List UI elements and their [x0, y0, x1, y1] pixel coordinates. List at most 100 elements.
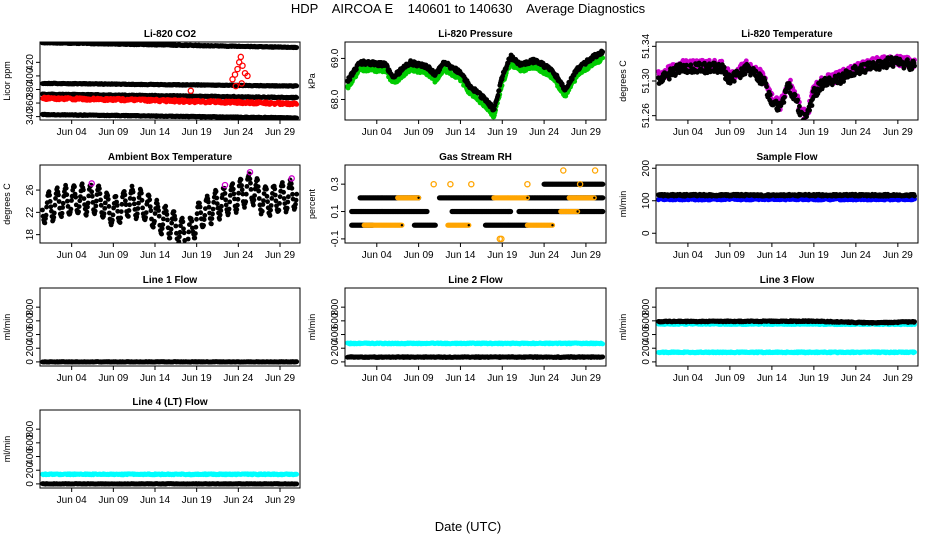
data-point [206, 204, 212, 210]
x-tick-label: Jun 09 [98, 127, 128, 138]
data-point [122, 192, 128, 198]
data-point [261, 198, 266, 204]
data-point [48, 204, 54, 210]
data-point [424, 208, 430, 215]
series-reference [656, 55, 917, 125]
data-point [238, 177, 244, 183]
data-point [81, 196, 87, 202]
data-point [152, 211, 158, 216]
data-point [51, 214, 57, 220]
data-point [809, 103, 815, 108]
data-point [210, 206, 216, 212]
plot-frame [344, 41, 607, 121]
data-point [795, 97, 800, 103]
data-point [105, 196, 111, 202]
data-point [234, 65, 241, 73]
data-point [85, 204, 90, 210]
series-reference-low [40, 111, 300, 120]
data-point [272, 192, 278, 198]
data-point [161, 216, 166, 222]
data-point [716, 61, 722, 67]
data-point [186, 229, 192, 235]
data-point [156, 208, 162, 213]
data-point [764, 84, 769, 90]
series-temperature [40, 171, 300, 243]
data-point [731, 78, 737, 84]
data-point [802, 119, 804, 120]
data-point [72, 184, 77, 190]
data-point [105, 193, 111, 199]
data-point [269, 196, 275, 201]
data-point [174, 230, 179, 236]
data-point [243, 199, 249, 205]
data-point [181, 230, 187, 236]
data-point [73, 194, 79, 200]
x-tick-label: Jun 29 [265, 127, 295, 138]
data-point [803, 120, 808, 125]
panel-title: Li-820 CO2 [144, 29, 197, 40]
panel-title: Ambient Box Temperature [108, 152, 233, 163]
data-point [194, 211, 200, 217]
data-point [268, 203, 274, 208]
data-point [293, 201, 298, 207]
data-point [251, 197, 257, 203]
data-point [229, 76, 236, 83]
data-point [260, 202, 266, 207]
plot-frame [39, 164, 301, 244]
x-tick-label: Jun 04 [362, 127, 392, 138]
data-point [354, 67, 359, 72]
data-point [259, 208, 265, 214]
data-point [206, 199, 211, 205]
data-point [146, 193, 152, 199]
data-point [171, 209, 177, 215]
data-point [160, 222, 166, 228]
data-point [210, 211, 215, 217]
data-point [870, 56, 876, 61]
data-point [98, 197, 103, 203]
data-point [97, 186, 102, 192]
x-tick-label: Jun 14 [445, 127, 475, 138]
data-point [256, 188, 262, 194]
data-point [209, 216, 215, 222]
data-point [201, 217, 207, 223]
data-point [139, 190, 144, 196]
data-point [185, 236, 191, 242]
data-point [273, 198, 279, 204]
data-point [288, 181, 294, 187]
y-axis-label: kPa [307, 73, 317, 89]
series-group [40, 42, 300, 120]
data-point [776, 107, 781, 113]
data-point [198, 210, 204, 216]
data-point [294, 115, 300, 120]
data-point [85, 200, 91, 206]
data-point [792, 92, 798, 98]
data-point [286, 194, 291, 200]
data-point [77, 198, 83, 204]
data-point [223, 197, 229, 203]
data-point [284, 205, 290, 211]
x-tick-label: Jun 24 [529, 127, 559, 138]
data-point [807, 107, 812, 113]
data-point [202, 213, 208, 218]
data-point [782, 94, 787, 100]
x-tick-label: Jun 04 [57, 250, 87, 261]
data-point [150, 224, 156, 230]
series-group [345, 48, 606, 120]
data-point [289, 185, 295, 191]
data-point [255, 177, 260, 183]
data-point [244, 184, 250, 189]
data-point [68, 206, 74, 212]
data-point [684, 59, 689, 65]
data-point [688, 62, 694, 68]
data-point [265, 199, 270, 205]
data-point [243, 191, 249, 197]
data-point [496, 88, 502, 93]
data-point [81, 187, 86, 193]
data-point [140, 205, 146, 211]
data-point [59, 210, 65, 216]
data-point [125, 214, 131, 219]
data-point [114, 203, 120, 208]
plot-frame [39, 41, 301, 121]
